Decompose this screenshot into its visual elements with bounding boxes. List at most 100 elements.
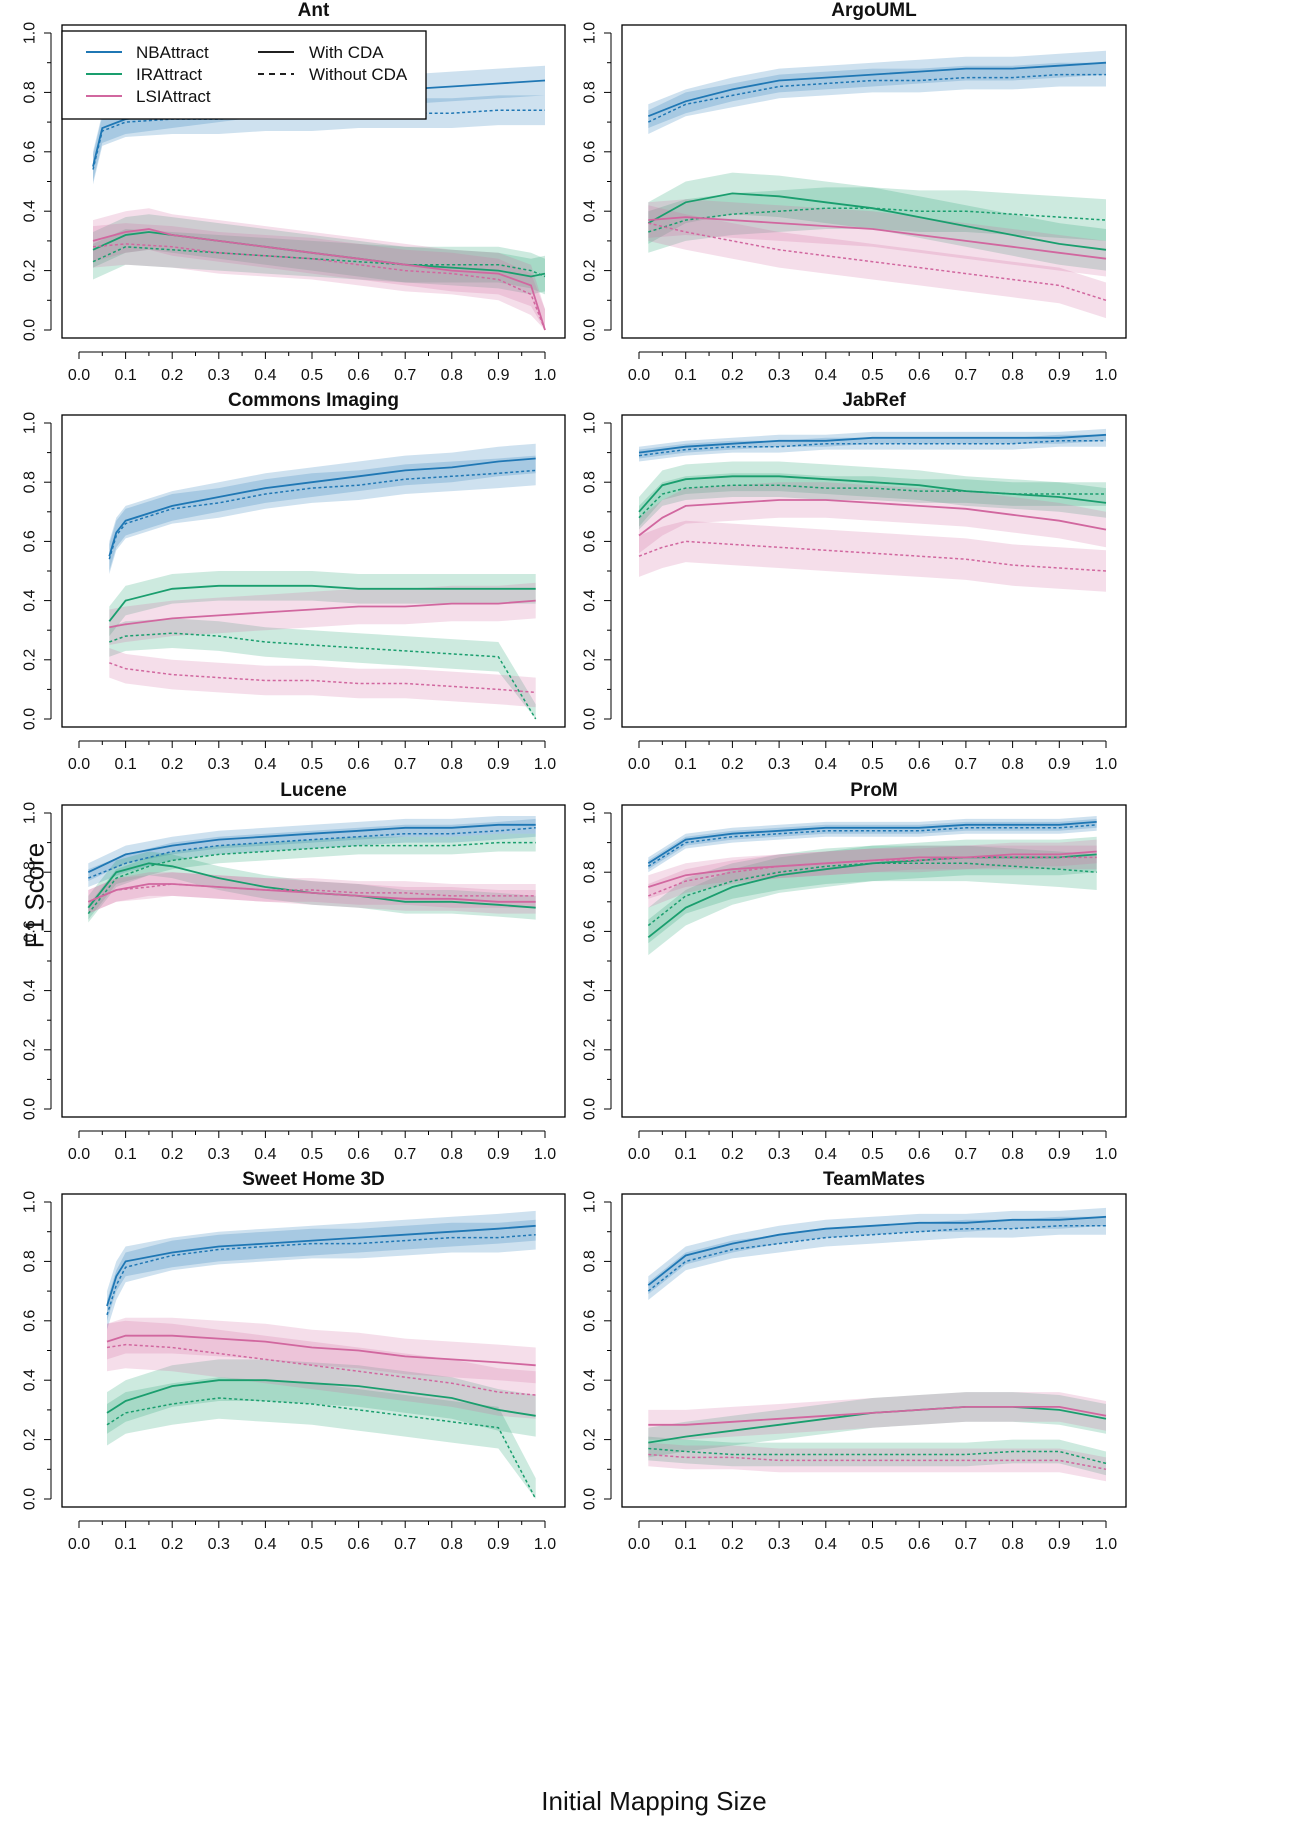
band-nbattract-with-cda [109,443,536,571]
x-tick-label: 0.7 [955,756,977,773]
x-tick-label: 0.7 [955,1536,977,1553]
panel-frame [621,804,1127,1118]
band-irattract-with-cda [107,1359,536,1437]
y-tick-label: 0.4 [582,979,599,1001]
band-lsiattract-with-cda [648,839,1097,899]
panel-frame [621,24,1127,339]
x-tick-label: 0.3 [208,756,230,773]
x-tick-label: 1.0 [534,1146,556,1163]
y-tick-label: 0.0 [582,319,599,341]
y-tick-label: 1.0 [22,412,39,434]
y-tick-label: 0.2 [22,649,39,671]
y-tick-label: 0.8 [582,861,599,883]
y-tick-label: 0.4 [582,200,599,222]
line-lsiattract-without-cda [648,222,1107,302]
line-irattract-without-cda [648,1447,1107,1465]
line-nbattract-without-cda [88,827,536,879]
y-tick-label: 1.0 [22,22,39,44]
band-irattract-with-cda [648,1392,1106,1458]
x-tick-label: 0.8 [441,1146,463,1163]
y-tick-label: 0.8 [22,81,39,103]
y-tick-label: 0.8 [22,861,39,883]
panel-frame [621,1193,1127,1508]
x-tick-label: 0.1 [114,1536,136,1553]
x-tick-label: 0.3 [208,1536,230,1553]
x-tick-label: 0.4 [815,756,837,773]
panel-jabref: JabRef 0.0 0.1 0.2 0.3 0.4 0.5 0.6 0.7 0.8 0.9 1.0 0… [582,390,1127,773]
band-irattract-with-cda [648,836,1097,956]
x-tick-label: 0.0 [628,1146,650,1163]
y-tick-label: 0.8 [22,1250,39,1272]
legend-label-nbattract: NBAttract [136,43,209,62]
line-nbattract-with-cda [87,823,536,874]
x-tick-label: 0.2 [161,1146,183,1163]
x-tick-label: 1.0 [1095,756,1117,773]
x-tick-label: 0.5 [861,1536,883,1553]
y-tick-label: 0.6 [582,920,599,942]
legend-label-lsiattract: LSIAttract [136,87,211,106]
y-tick-label: 0.6 [22,1310,39,1332]
panel-prom: ProM 0.0 0.1 0.2 0.3 0.4 0.5 0.6 0.7 0.8 0.9 1.0 0.0… [582,780,1127,1163]
line-lsiattract-without-cda [638,540,1107,572]
line-nbattract-with-cda [647,61,1107,118]
line-lsiattract-with-cda [648,216,1107,260]
panel-lucene: Lucene 0.0 0.1 0.2 0.3 0.4 0.5 0.6 0.7 0.8 0.9 1.0 0… [22,780,566,1163]
band-lsiattract-without-cda [109,648,536,708]
x-tick-label: 0.9 [487,367,509,384]
line-nbattract-without-cda [647,1225,1106,1292]
line-lsiattract-with-cda [92,228,546,331]
x-tick-label: 0.4 [254,367,276,384]
x-tick-label: 0.7 [394,756,416,773]
x-tick-label: 0.5 [861,756,883,773]
band-nbattract-with-cda [107,1210,536,1321]
x-tick-label: 0.0 [68,1146,90,1163]
x-tick-label: 0.8 [1001,756,1023,773]
x-tick-label: 0.4 [815,367,837,384]
line-irattract-with-cda [108,584,536,622]
x-tick-label: 0.6 [347,367,369,384]
y-tick-label: 0.2 [22,259,39,281]
y-tick-label: 0.6 [22,141,39,163]
y-tick-label: 0.8 [22,471,39,493]
line-nbattract-with-cda [638,433,1107,454]
x-tick-label: 0.0 [68,756,90,773]
y-tick-label: 1.0 [582,802,599,824]
x-tick-label: 0.9 [1048,1536,1070,1553]
band-irattract-without-cda [109,618,536,719]
x-tick-label: 0.4 [815,1536,837,1553]
line-irattract-without-cda [109,632,537,720]
x-tick-label: 0.0 [68,367,90,384]
band-nbattract-with-cda [648,50,1106,128]
x-tick-label: 0.6 [908,756,930,773]
band-lsiattract-with-cda [107,1317,536,1384]
x-tick-label: 0.1 [675,367,697,384]
y-tick-label: 0.2 [22,1428,39,1450]
band-nbattract-with-cda [648,1207,1106,1295]
x-tick-label: 0.2 [161,756,183,773]
x-tick-label: 1.0 [1095,367,1117,384]
x-tick-label: 0.9 [487,1146,509,1163]
x-tick-label: 0.2 [161,367,183,384]
x-tick-label: 0.5 [301,756,323,773]
line-nbattract-with-cda [647,1215,1107,1286]
band-irattract-without-cda [648,845,1097,944]
x-tick-label: 0.6 [908,1146,930,1163]
line-irattract-with-cda [87,862,536,909]
x-tick-label: 0.3 [768,1146,790,1163]
x-tick-label: 0.1 [114,756,136,773]
y-tick-label: 0.2 [582,1428,599,1450]
y-tick-label: 0.6 [582,530,599,552]
line-irattract-without-cda [92,246,546,278]
legend-box [61,30,427,120]
x-tick-label: 0.2 [721,1536,743,1553]
line-nbattract-with-cda [106,1224,536,1307]
band-nbattract-without-cda [88,818,536,887]
y-tick-label: 0.4 [22,1369,39,1391]
line-lsiattract-with-cda [106,1334,536,1367]
panel-title: JabRef [842,390,906,411]
x-tick-label: 0.3 [768,756,790,773]
x-tick-label: 1.0 [534,756,556,773]
panel-frame [61,804,566,1118]
y-tick-label: 0.2 [582,649,599,671]
line-nbattract-without-cda [106,1233,536,1316]
